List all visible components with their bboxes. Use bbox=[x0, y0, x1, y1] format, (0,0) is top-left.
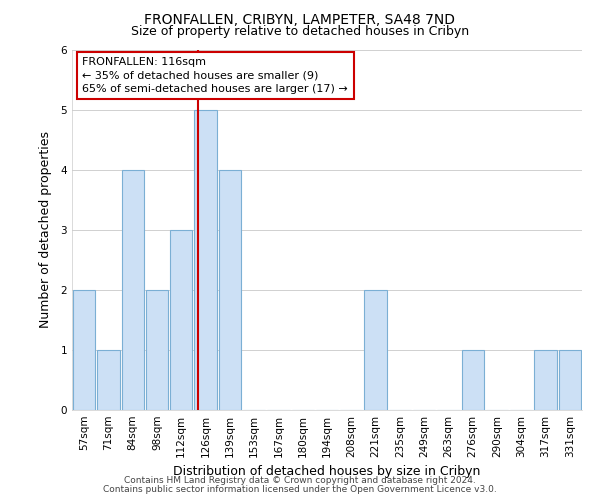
Text: Size of property relative to detached houses in Cribyn: Size of property relative to detached ho… bbox=[131, 25, 469, 38]
Bar bbox=[364, 290, 387, 410]
Text: Contains HM Land Registry data © Crown copyright and database right 2024.: Contains HM Land Registry data © Crown c… bbox=[124, 476, 476, 485]
Bar bbox=[461, 350, 484, 410]
Bar bbox=[194, 110, 217, 410]
Bar bbox=[97, 350, 119, 410]
Text: Contains public sector information licensed under the Open Government Licence v3: Contains public sector information licen… bbox=[103, 485, 497, 494]
Text: FRONFALLEN: 116sqm
← 35% of detached houses are smaller (9)
65% of semi-detached: FRONFALLEN: 116sqm ← 35% of detached hou… bbox=[82, 57, 348, 94]
Bar bbox=[559, 350, 581, 410]
Bar bbox=[73, 290, 95, 410]
Bar bbox=[535, 350, 557, 410]
Bar bbox=[170, 230, 193, 410]
Bar bbox=[146, 290, 168, 410]
Bar bbox=[122, 170, 144, 410]
X-axis label: Distribution of detached houses by size in Cribyn: Distribution of detached houses by size … bbox=[173, 466, 481, 478]
Bar bbox=[218, 170, 241, 410]
Text: FRONFALLEN, CRIBYN, LAMPETER, SA48 7ND: FRONFALLEN, CRIBYN, LAMPETER, SA48 7ND bbox=[145, 12, 455, 26]
Y-axis label: Number of detached properties: Number of detached properties bbox=[39, 132, 52, 328]
